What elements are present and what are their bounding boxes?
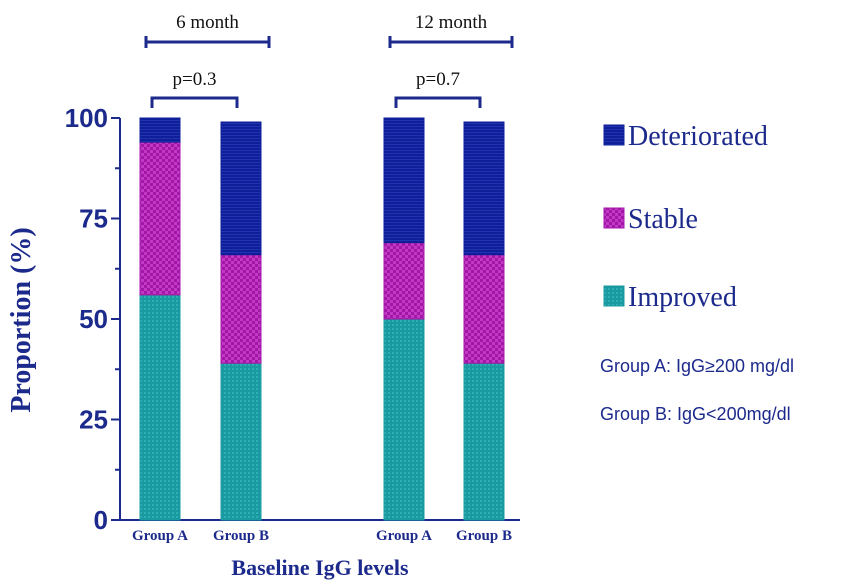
legend-swatch-stable [603, 207, 625, 229]
x-tick-label: Group B [456, 528, 512, 544]
x-tick-label: Group B [213, 528, 269, 544]
p-value-label: p=0.3 [173, 69, 217, 90]
y-tick-label: 75 [79, 204, 108, 234]
bar-segment-deteriorated [463, 121, 505, 256]
p-value-bracket [150, 96, 239, 108]
bar-segment-deteriorated [383, 117, 425, 244]
p-value-bracket [394, 96, 482, 108]
bar-segment-improved [383, 318, 425, 521]
bar-segment-deteriorated [220, 121, 262, 256]
x-axis-title: Baseline IgG levels [231, 555, 409, 580]
legend-label-deteriorated: Deteriorated [628, 121, 768, 152]
timepoint-bracket [144, 36, 271, 48]
y-tick-label: 100 [65, 103, 108, 133]
timepoint-label: 6 month [176, 12, 239, 33]
timepoint-label: 12 month [415, 12, 488, 33]
note-group-a: Group A: IgG≥200 mg/dl [600, 356, 794, 376]
bar-segment-stable [220, 254, 262, 364]
legend-label-stable: Stable [628, 204, 698, 235]
bar-segment-improved [463, 362, 505, 521]
y-tick-label: 25 [79, 405, 108, 435]
bar-segment-stable [139, 141, 181, 296]
legend-swatch-improved [603, 285, 625, 307]
timepoint-bracket [388, 36, 514, 48]
legend-label-improved: Improved [628, 282, 737, 313]
x-tick-label: Group A [376, 528, 432, 544]
y-tick-label: 0 [94, 505, 108, 535]
legend-swatch-deteriorated [603, 124, 625, 146]
bar-segment-stable [383, 242, 425, 320]
bar-segment-improved [220, 362, 262, 521]
note-group-b: Group B: IgG<200mg/dl [600, 404, 791, 424]
bar-segment-stable [463, 254, 505, 364]
bar-segment-improved [139, 294, 181, 521]
y-axis-title: Proportion (%) [6, 227, 37, 412]
x-tick-label: Group A [132, 528, 188, 544]
y-tick-label: 50 [79, 304, 108, 334]
bar-segment-deteriorated [139, 117, 181, 143]
p-value-label: p=0.7 [416, 69, 460, 90]
